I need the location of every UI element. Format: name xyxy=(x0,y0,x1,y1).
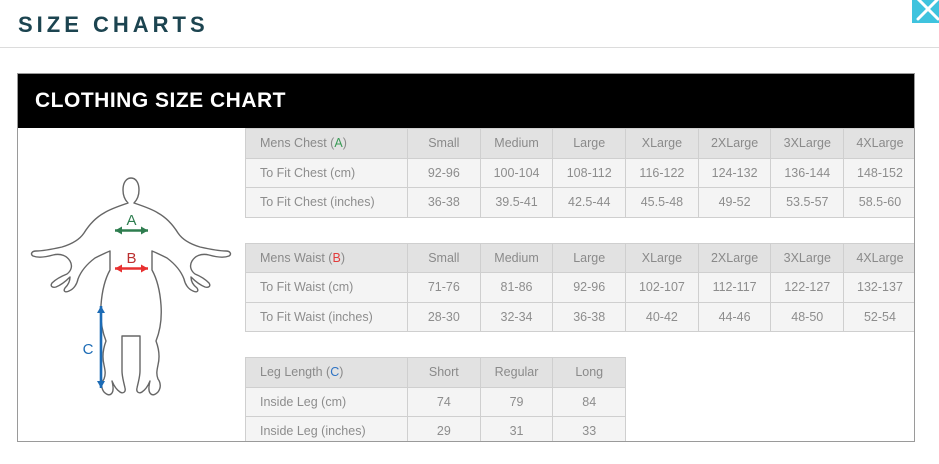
svg-text:B: B xyxy=(126,250,136,267)
svg-text:A: A xyxy=(126,212,136,229)
svg-text:C: C xyxy=(83,341,94,358)
